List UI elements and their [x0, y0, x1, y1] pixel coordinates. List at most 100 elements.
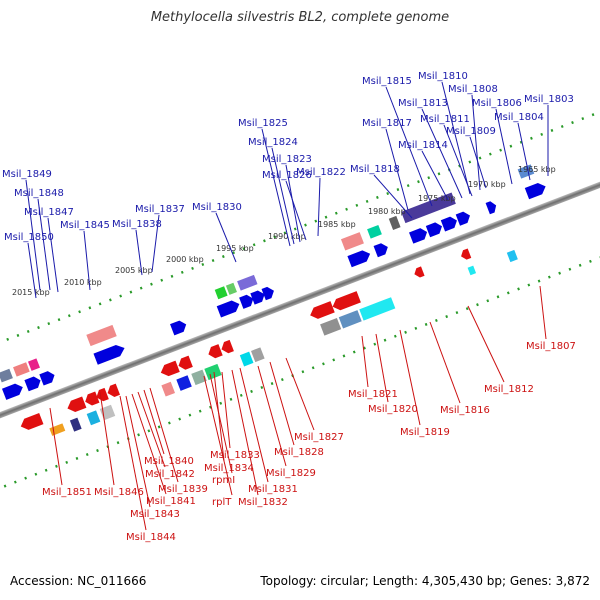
gene-arrow[interactable]	[93, 342, 126, 365]
gene-label[interactable]: Msil_1849	[2, 169, 52, 180]
gene-label[interactable]: Msil_1838	[112, 219, 162, 230]
gene-block[interactable]	[214, 286, 228, 300]
gene-arrow[interactable]	[455, 210, 472, 226]
gene-arrow[interactable]	[485, 200, 499, 215]
gene-block[interactable]	[204, 363, 222, 381]
gene-label[interactable]: Msil_1824	[248, 137, 298, 148]
gene-label[interactable]: Msil_1834	[204, 463, 254, 474]
gene-label[interactable]: Msil_1807	[526, 341, 576, 352]
gene-label[interactable]: Msil_1841	[146, 496, 196, 507]
gene-label[interactable]: Msil_1847	[24, 207, 74, 218]
gene-arrow[interactable]	[425, 221, 444, 238]
gene-label[interactable]: Msil_1848	[14, 188, 64, 199]
gene-arrow[interactable]	[1, 382, 25, 400]
gene-arrow[interactable]	[39, 369, 56, 386]
gene-block[interactable]	[86, 324, 117, 347]
gene-arrow[interactable]	[24, 375, 42, 392]
gene-block[interactable]	[86, 410, 101, 426]
gene-block[interactable]	[13, 362, 30, 377]
gene-label[interactable]: Msil_1845	[60, 220, 110, 231]
gene-block[interactable]	[49, 423, 66, 436]
gene-label[interactable]: Msil_1823	[262, 154, 312, 165]
gene-block[interactable]	[251, 347, 265, 363]
gene-label[interactable]: Msil_1812	[484, 384, 534, 395]
gene-label[interactable]: Msil_1832	[238, 497, 288, 508]
gene-arrow[interactable]	[413, 266, 425, 279]
gene-block[interactable]	[239, 351, 254, 367]
gene-arrow[interactable]	[330, 291, 361, 312]
gene-arrow[interactable]	[373, 241, 390, 258]
gene-label[interactable]: Msil_1821	[348, 389, 398, 400]
gene-label[interactable]: Msil_1820	[368, 404, 418, 415]
gene-label[interactable]: Msil_1816	[440, 405, 490, 416]
gene-arrow[interactable]	[347, 248, 372, 268]
gene-block[interactable]	[27, 358, 40, 371]
gene-label[interactable]: Msil_1811	[420, 114, 470, 125]
gene-label[interactable]: Msil_1837	[135, 204, 185, 215]
gene-label[interactable]: Msil_1822	[296, 167, 346, 178]
gene-arrow[interactable]	[219, 339, 234, 355]
gene-label[interactable]: Msil_1831	[248, 484, 298, 495]
gene-block[interactable]	[191, 369, 207, 386]
gene-label[interactable]: Msil_1817	[362, 118, 412, 129]
gene-label[interactable]: Msil_1840	[144, 456, 194, 467]
gene-arrow[interactable]	[216, 298, 242, 318]
gene-label[interactable]: Msil_1818	[350, 164, 400, 175]
gene-arrow[interactable]	[83, 391, 100, 407]
gene-label[interactable]: Msil_1814	[398, 140, 448, 151]
gene-label[interactable]: Msil_1851	[42, 487, 92, 498]
gene-label[interactable]: Msil_1846	[94, 487, 144, 498]
gene-arrow[interactable]	[159, 360, 180, 379]
gene-arrow[interactable]	[524, 181, 548, 200]
gene-label[interactable]: rplT	[212, 497, 232, 508]
gene-label[interactable]: Msil_1808	[448, 84, 498, 95]
gene-arrow[interactable]	[206, 344, 223, 360]
gene-arrow[interactable]	[176, 355, 193, 372]
gene-label[interactable]: Msil_1850	[4, 232, 54, 243]
gene-arrow[interactable]	[459, 248, 472, 261]
gene-arrow[interactable]	[170, 319, 188, 336]
gene-label[interactable]: Msil_1819	[400, 427, 450, 438]
gene-arrow[interactable]	[105, 383, 121, 399]
gene-block[interactable]	[388, 215, 401, 230]
gene-arrow[interactable]	[65, 396, 87, 414]
gene-block[interactable]	[176, 375, 192, 391]
gene-label[interactable]: Msil_1825	[238, 118, 288, 129]
gene-label[interactable]: Msil_1813	[398, 98, 448, 109]
gene-block[interactable]	[401, 192, 456, 224]
gene-label[interactable]: Msil_1842	[145, 469, 195, 480]
gene-label[interactable]: Msil_1844	[126, 532, 176, 543]
gene-arrow[interactable]	[250, 289, 266, 305]
gene-arrow[interactable]	[308, 301, 335, 321]
gene-label[interactable]: Msil_1809	[446, 126, 496, 137]
gene-label[interactable]: Msil_1815	[362, 76, 412, 87]
gene-block[interactable]	[367, 224, 382, 239]
gene-arrow[interactable]	[409, 226, 429, 244]
gene-arrow[interactable]	[261, 285, 277, 301]
gene-label[interactable]: Msil_1826	[262, 170, 312, 181]
gene-label[interactable]: Msil_1810	[418, 71, 468, 82]
gene-block[interactable]	[161, 381, 176, 397]
gene-label[interactable]: Msil_1827	[294, 432, 344, 443]
gene-arrow[interactable]	[19, 412, 44, 432]
gene-block[interactable]	[467, 265, 477, 276]
gene-block[interactable]	[69, 417, 82, 432]
gene-arrow[interactable]	[239, 293, 255, 309]
gene-label[interactable]: rpmI	[212, 475, 235, 486]
gene-label[interactable]: Msil_1804	[494, 112, 544, 123]
gene-block[interactable]	[320, 317, 342, 336]
gene-block[interactable]	[359, 297, 396, 321]
gene-block[interactable]	[0, 368, 13, 383]
gene-arrow[interactable]	[94, 387, 109, 403]
gene-label[interactable]: Msil_1830	[192, 202, 242, 213]
gene-label[interactable]: Msil_1803	[524, 94, 574, 105]
gene-label[interactable]: Msil_1843	[130, 509, 180, 520]
gene-arrow[interactable]	[440, 215, 459, 232]
gene-block[interactable]	[506, 249, 518, 263]
gene-block[interactable]	[225, 282, 237, 295]
gene-label[interactable]: Msil_1828	[274, 447, 324, 458]
gene-label[interactable]: Msil_1833	[210, 450, 260, 461]
gene-block[interactable]	[517, 164, 535, 179]
gene-label[interactable]: Msil_1806	[472, 98, 522, 109]
gene-label[interactable]: Msil_1839	[158, 484, 208, 495]
